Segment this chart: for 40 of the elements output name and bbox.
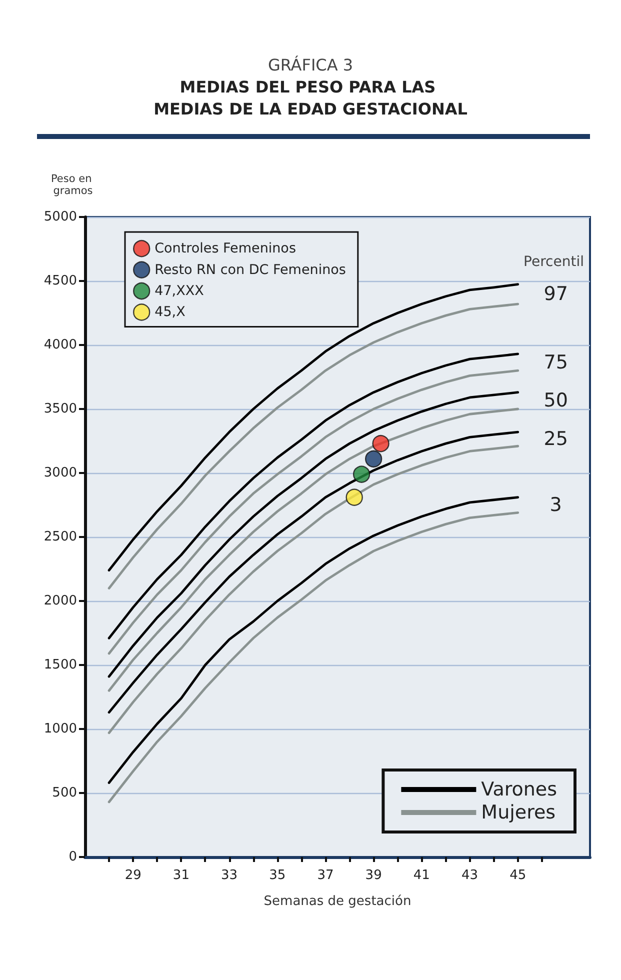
y-tick-label: 4000 [44, 338, 77, 352]
annotation: 3 [550, 494, 562, 516]
legend-label: Mujeres [481, 802, 556, 824]
x-tick-label: 33 [221, 868, 238, 883]
annotation: 75 [544, 351, 568, 374]
legend-label: 45,X [154, 304, 186, 320]
annotation: 50 [544, 390, 568, 412]
y-tick-label: 1000 [44, 722, 77, 736]
x-axis-title: Semanas de gestación [264, 894, 412, 909]
x-tick-label: 41 [413, 868, 430, 883]
legend-label: Controles Femeninos [154, 240, 296, 257]
y-tick-label: 500 [52, 786, 77, 800]
legend-label: Varones [481, 778, 558, 800]
y-tick-label: 3000 [44, 466, 77, 480]
legend-label: Resto RN con DC Femeninos [154, 262, 346, 278]
annotation: 25 [544, 428, 568, 450]
legend-label: 47,XXX [154, 283, 204, 299]
x-tick-label: 43 [461, 868, 478, 883]
x-tick-label: 29 [124, 868, 142, 883]
annotation: Percentil [524, 254, 584, 270]
annotation: 97 [544, 283, 568, 306]
y-tick-label: 3500 [44, 402, 77, 416]
x-tick-label: 39 [365, 868, 382, 883]
x-tick-label: 45 [510, 868, 526, 883]
y-tick-label: 2500 [44, 530, 77, 544]
y-tick-label: 0 [68, 850, 77, 864]
chart-subtitle: MEDIAS DEL PESO PARA LAS MEDIAS DE LA EDAD GESTACIONAL [154, 78, 468, 118]
point [364, 450, 382, 468]
x-tick-label: 35 [269, 868, 286, 883]
y-tick-label: 2000 [44, 594, 77, 608]
y-tick-label: 5000 [44, 210, 77, 224]
y-tick-label: 1500 [44, 658, 77, 672]
chart-title: GRÁFICA 3 [268, 56, 354, 74]
x-tick-label: 37 [317, 868, 334, 883]
y-axis-title: Peso en gramos [50, 173, 96, 197]
point [372, 434, 390, 452]
y-tick-label: 4500 [44, 274, 77, 288]
x-tick-label: 31 [172, 868, 190, 883]
point [346, 488, 363, 506]
point [352, 466, 370, 483]
